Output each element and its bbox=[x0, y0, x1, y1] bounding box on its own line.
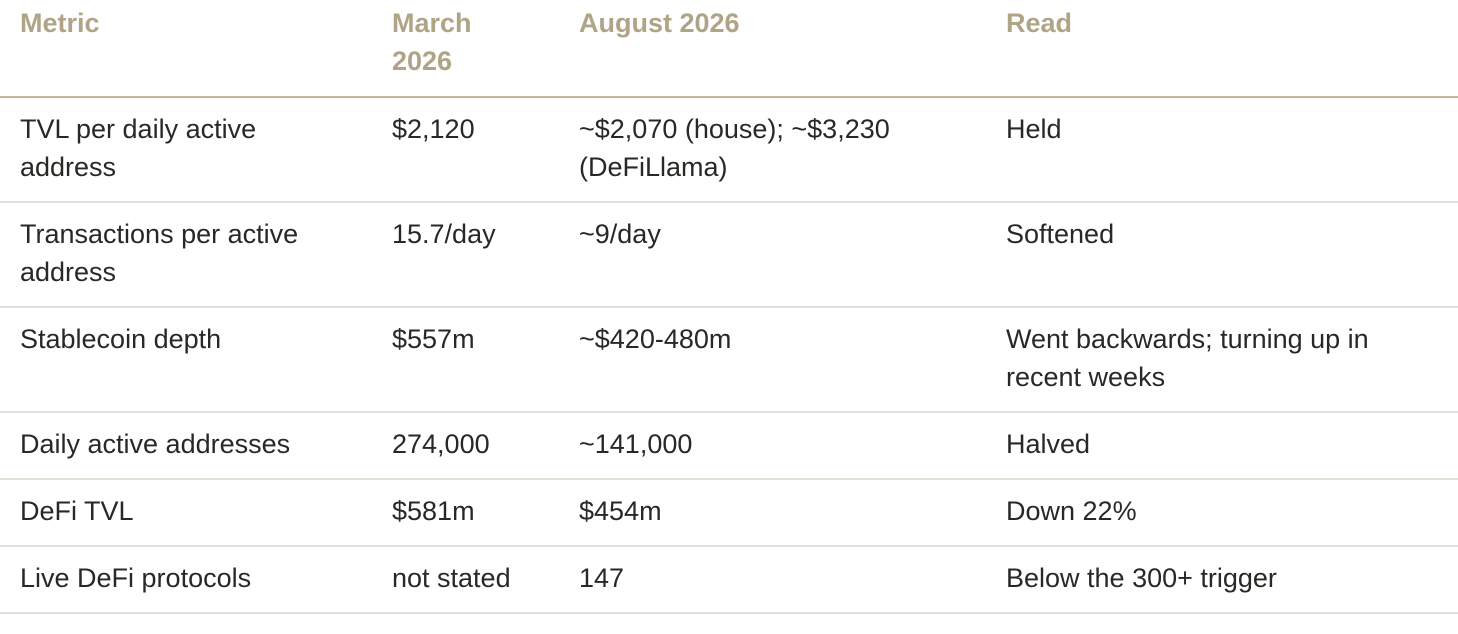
cell-metric: Stablecoin depth bbox=[0, 307, 372, 413]
cell-metric: DeFi TVL bbox=[0, 479, 372, 547]
cell-march: not stated bbox=[372, 546, 559, 614]
cell-august: $454m bbox=[559, 479, 986, 547]
cell-march: 274,000 bbox=[372, 412, 559, 480]
table-row: TVL per daily active address $2,120 ~$2,… bbox=[0, 97, 1458, 203]
cell-read: Down 22% bbox=[986, 479, 1458, 547]
cell-read: Halved bbox=[986, 412, 1458, 480]
table-row: Daily active addresses 274,000 ~141,000 … bbox=[0, 412, 1458, 480]
table-header: Metric March 2026 August 2026 Read bbox=[0, 0, 1458, 98]
cell-march: $2,120 bbox=[372, 97, 559, 203]
cell-metric: TVL per daily active address bbox=[0, 97, 372, 203]
table-row: DeFi TVL $581m $454m Down 22% bbox=[0, 479, 1458, 547]
table-row: Stablecoin depth $557m ~$420-480m Went b… bbox=[0, 307, 1458, 413]
header-row: Metric March 2026 August 2026 Read bbox=[0, 0, 1458, 98]
header-metric: Metric bbox=[0, 0, 372, 98]
cell-read: Went backwards; turning up in recent wee… bbox=[986, 307, 1458, 413]
metrics-table: Metric March 2026 August 2026 Read TVL p… bbox=[0, 0, 1458, 614]
table-row: Transactions per active address 15.7/day… bbox=[0, 202, 1458, 308]
cell-metric: Transactions per active address bbox=[0, 202, 372, 308]
table-row: Live DeFi protocols not stated 147 Below… bbox=[0, 546, 1458, 614]
cell-august: 147 bbox=[559, 546, 986, 614]
cell-august: ~9/day bbox=[559, 202, 986, 308]
cell-august: ~$420-480m bbox=[559, 307, 986, 413]
cell-march: $557m bbox=[372, 307, 559, 413]
cell-read: Held bbox=[986, 97, 1458, 203]
cell-august: ~$2,070 (house); ~$3,230 (DeFiLlama) bbox=[559, 97, 986, 203]
header-read: Read bbox=[986, 0, 1458, 98]
cell-read: Below the 300+ trigger bbox=[986, 546, 1458, 614]
table-body: TVL per daily active address $2,120 ~$2,… bbox=[0, 97, 1458, 614]
cell-metric: Daily active addresses bbox=[0, 412, 372, 480]
cell-metric: Live DeFi protocols bbox=[0, 546, 372, 614]
header-august-2026: August 2026 bbox=[559, 0, 986, 98]
cell-march: $581m bbox=[372, 479, 559, 547]
cell-read: Softened bbox=[986, 202, 1458, 308]
header-march-2026: March 2026 bbox=[372, 0, 559, 98]
cell-march: 15.7/day bbox=[372, 202, 559, 308]
cell-august: ~141,000 bbox=[559, 412, 986, 480]
